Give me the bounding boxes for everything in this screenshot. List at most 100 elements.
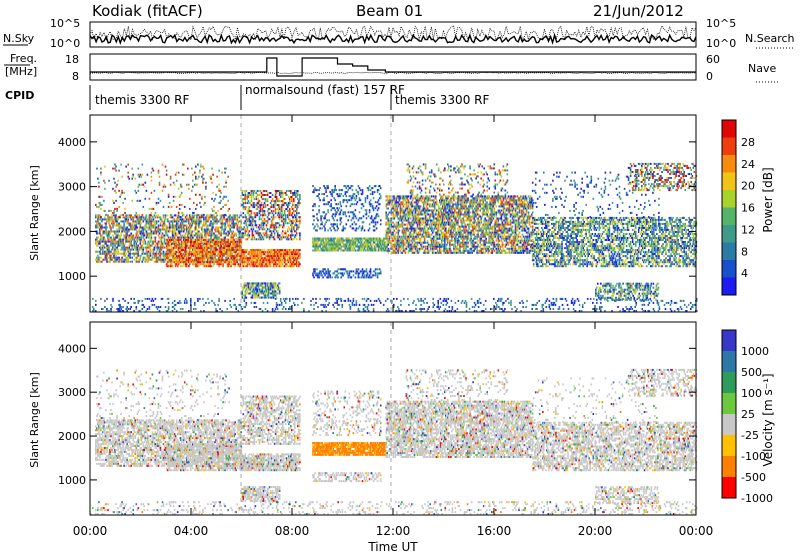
- heatmap-cell: [165, 218, 167, 220]
- heatmap-cell: [203, 263, 205, 265]
- heatmap-cell: [246, 224, 248, 226]
- heatmap-cell: [282, 263, 284, 265]
- heatmap-cell: [220, 263, 222, 265]
- heatmap-cell: [99, 196, 101, 198]
- heatmap-cell: [157, 249, 159, 251]
- heatmap-cell: [246, 255, 248, 257]
- heatmap-cell: [247, 226, 249, 228]
- heatmap-cell: [183, 263, 185, 265]
- heatmap-cell: [205, 233, 207, 235]
- heatmap-cell: [137, 227, 139, 229]
- heatmap-cell: [97, 178, 99, 180]
- heatmap-cell: [224, 237, 226, 239]
- heatmap-cell: [204, 235, 206, 237]
- heatmap-cell: [213, 233, 215, 235]
- heatmap-cell: [228, 227, 230, 229]
- heatmap-cell: [198, 239, 200, 241]
- heatmap-cell: [181, 225, 183, 227]
- heatmap-cell: [245, 232, 247, 234]
- heatmap-cell: [219, 220, 221, 222]
- heatmap-cell: [136, 225, 138, 227]
- heatmap-cell: [118, 257, 120, 259]
- heatmap-cell: [162, 164, 164, 166]
- heatmap-cell: [99, 241, 101, 243]
- heatmap-cell: [255, 263, 257, 265]
- heatmap-cell: [158, 227, 160, 229]
- heatmap-cell: [140, 249, 142, 251]
- heatmap-cell: [152, 168, 154, 170]
- heatmap-cell: [196, 255, 198, 257]
- heatmap-cell: [120, 194, 122, 196]
- heatmap-cell: [224, 249, 226, 251]
- heatmap-cell: [257, 204, 259, 206]
- heatmap-cell: [100, 239, 102, 241]
- heatmap-cell: [265, 257, 267, 259]
- heatmap-cell: [221, 241, 223, 243]
- nave-tick-top: 60: [706, 53, 720, 66]
- heatmap-cell: [152, 245, 154, 247]
- heatmap-cell: [125, 166, 127, 168]
- heatmap-cell: [192, 180, 194, 182]
- heatmap-cell: [150, 241, 152, 243]
- heatmap-cell: [177, 265, 179, 267]
- heatmap-cell: [131, 247, 133, 249]
- heatmap-cell: [215, 241, 217, 243]
- heatmap-cell: [203, 237, 205, 239]
- heatmap-cell: [230, 257, 232, 259]
- heatmap-cell: [155, 245, 157, 247]
- heatmap-cell: [267, 265, 269, 267]
- heatmap-cell: [151, 229, 153, 231]
- heatmap-cell: [132, 249, 134, 251]
- heatmap-cell: [253, 228, 255, 230]
- heatmap-cell: [112, 243, 114, 245]
- heatmap-cell: [163, 259, 165, 261]
- heatmap-cell: [126, 257, 128, 259]
- heatmap-cell: [193, 245, 195, 247]
- heatmap-cell: [218, 237, 220, 239]
- heatmap-cell: [259, 224, 261, 226]
- heatmap-cell: [153, 170, 155, 172]
- heatmap-cell: [168, 220, 170, 222]
- heatmap-cell: [228, 233, 230, 235]
- heatmap-cell: [280, 263, 282, 265]
- heatmap-cell: [262, 257, 264, 259]
- heatmap-cell: [128, 216, 130, 218]
- heatmap-cell: [215, 212, 217, 214]
- heatmap-cell: [251, 200, 253, 202]
- heatmap-cell: [290, 261, 292, 263]
- heatmap-cell: [200, 206, 202, 208]
- heatmap-cell: [163, 253, 165, 255]
- heatmap-cell: [278, 255, 280, 257]
- heatmap-cell: [190, 259, 192, 261]
- heatmap-cell: [116, 210, 118, 212]
- heatmap-cell: [99, 231, 101, 233]
- heatmap-cell: [192, 259, 194, 261]
- heatmap-cell: [140, 243, 142, 245]
- heatmap-cell: [252, 224, 254, 226]
- heatmap-cell: [213, 206, 215, 208]
- heatmap-cell: [209, 239, 211, 241]
- heatmap-cell: [245, 234, 247, 236]
- heatmap-cell: [177, 261, 179, 263]
- heatmap-cell: [163, 206, 165, 208]
- freq-frame: [90, 54, 696, 80]
- heatmap-cell: [138, 190, 140, 192]
- heatmap-cell: [195, 249, 197, 251]
- heatmap-cell: [254, 190, 256, 192]
- heatmap-cell: [158, 247, 160, 249]
- heatmap-cell: [168, 194, 170, 196]
- heatmap-cell: [195, 261, 197, 263]
- heatmap-cell: [142, 261, 144, 263]
- heatmap-cell: [223, 245, 225, 247]
- heatmap-cell: [141, 235, 143, 237]
- heatmap-cell: [104, 216, 106, 218]
- heatmap-cell: [114, 245, 116, 247]
- heatmap-cell: [143, 216, 145, 218]
- heatmap-cell: [242, 259, 244, 261]
- heatmap-cell: [251, 204, 253, 206]
- heatmap-cell: [161, 218, 163, 220]
- heatmap-cell: [137, 249, 139, 251]
- heatmap-cell: [237, 214, 239, 216]
- heatmap-cell: [140, 257, 142, 259]
- heatmap-cell: [242, 200, 244, 202]
